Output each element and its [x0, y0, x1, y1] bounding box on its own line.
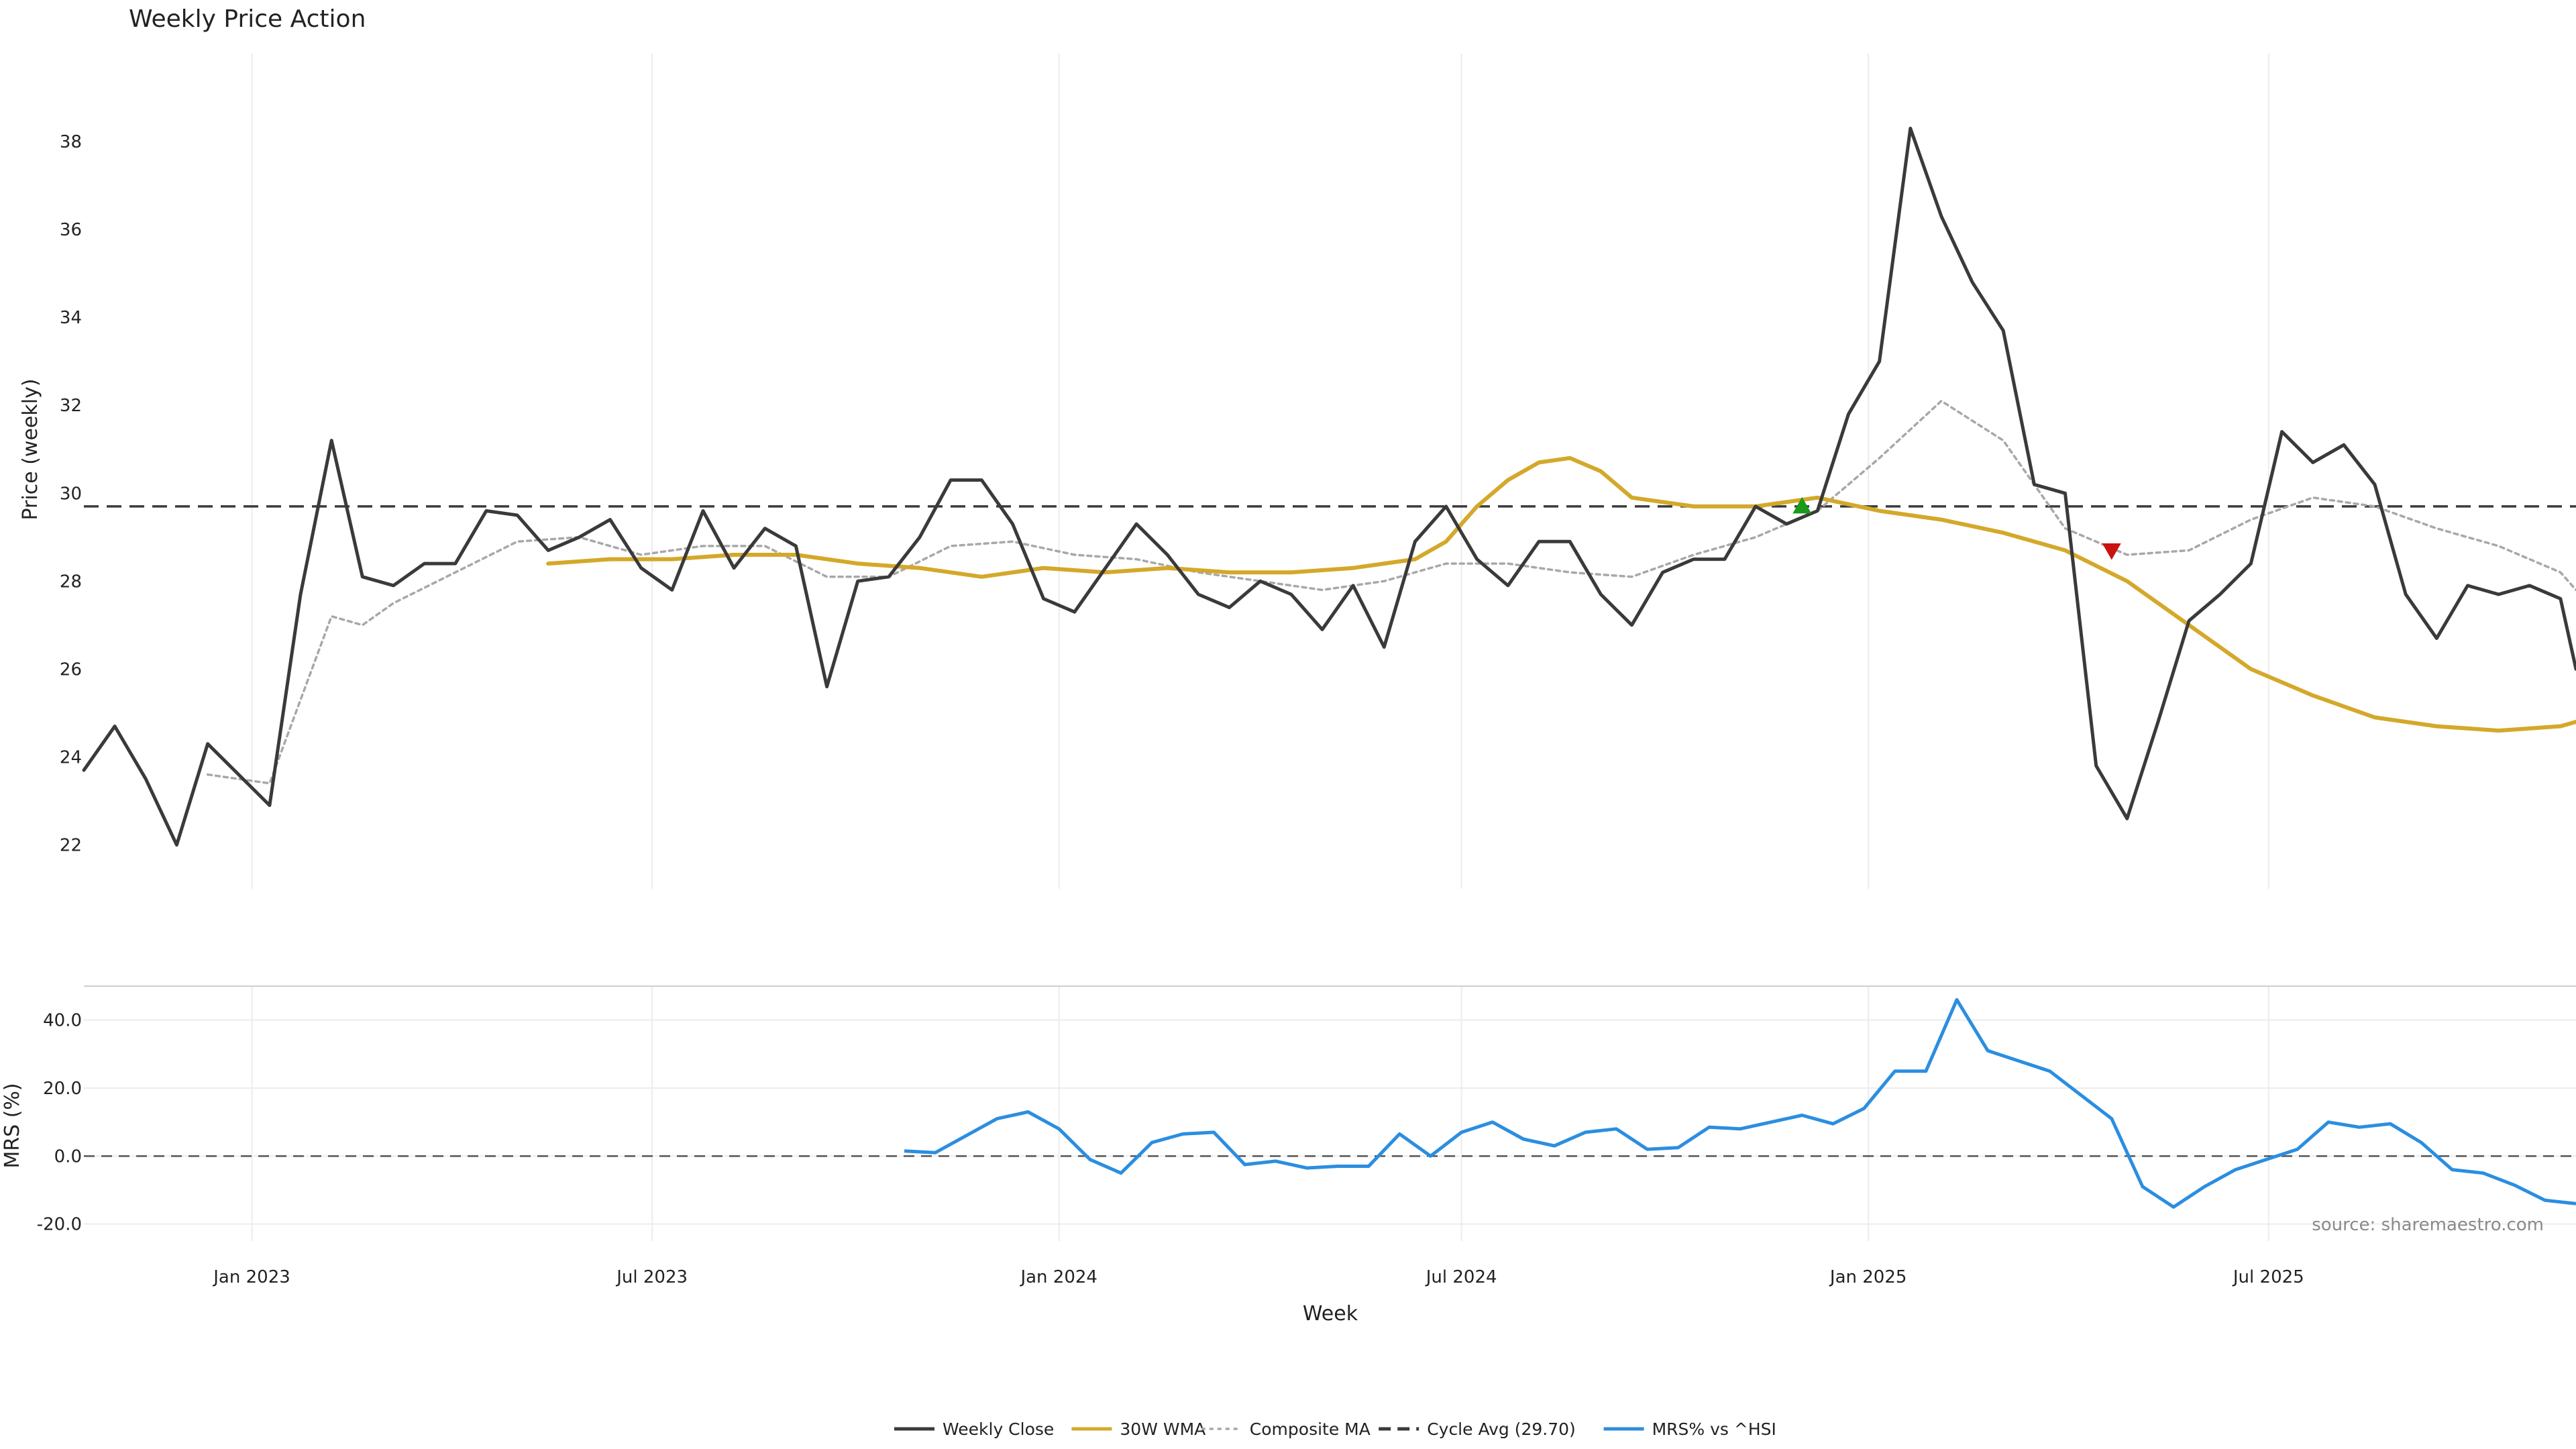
mrs-series	[904, 998, 2576, 1209]
price-series	[82, 126, 2576, 847]
mrs-panel-gridlines	[84, 985, 2576, 1241]
mrs-y-tick-label: 0.0	[54, 1146, 82, 1167]
source-note: source: sharemaestro.com	[2312, 1215, 2544, 1235]
x-axis-label: Week	[1303, 1302, 1358, 1326]
price-panel-gridlines	[251, 54, 2269, 889]
x-tick-label: Jan 2024	[1019, 1267, 1097, 1287]
signal-markers	[1792, 496, 2121, 560]
price-y-tick-label: 32	[60, 396, 82, 416]
mrs-y-tick-labels: -20.0 0.0 20.0 40.0	[37, 1011, 82, 1235]
price-y-tick-label: 22	[60, 835, 82, 855]
chart-title: Weekly Price Action	[129, 5, 366, 33]
price-y-tick-label: 34	[60, 308, 82, 328]
legend-item-30w-wma: 30W WMA	[1071, 1419, 1205, 1439]
legend-label: Cycle Avg (29.70)	[1427, 1419, 1576, 1439]
mrs-y-tick-label: 20.0	[43, 1079, 82, 1099]
series-line-30w-wma	[546, 455, 2576, 733]
signal-up-marker	[1792, 496, 1812, 514]
x-tick-label: Jan 2025	[1829, 1267, 1907, 1287]
legend-label: 30W WMA	[1120, 1419, 1205, 1439]
legend-item-composite-ma: Composite MA	[1201, 1419, 1371, 1439]
reference-lines	[84, 505, 2576, 1157]
price-y-tick-labels: 22 24 26 28 30 32 34 36 38	[60, 132, 82, 855]
legend-item-cycle-avg-29-70: Cycle Avg (29.70)	[1379, 1419, 1576, 1439]
legend-item-mrs-vs-hsi: MRS% vs ^HSI	[1603, 1419, 1776, 1439]
price-y-tick-label: 24	[60, 747, 82, 767]
price-y-axis-label: Price (weekly)	[19, 378, 42, 520]
legend-label: Composite MA	[1250, 1419, 1371, 1439]
x-tick-labels: Jan 2023 Jul 2023 Jan 2024 Jul 2024 Jan 2025…	[212, 1267, 2304, 1287]
series-line-weekly-close	[82, 126, 2576, 847]
price-y-tick-label: 38	[60, 132, 82, 152]
mrs-y-tick-label: 40.0	[43, 1011, 82, 1031]
series-line-mrs-vs-hsi	[904, 998, 2576, 1209]
legend-label: MRS% vs ^HSI	[1652, 1419, 1776, 1439]
x-tick-label: Jan 2023	[212, 1267, 290, 1287]
legend-item-weekly-close: Weekly Close	[894, 1419, 1054, 1439]
price-y-tick-label: 26	[60, 659, 82, 680]
mrs-y-axis-label: MRS (%)	[1, 1083, 24, 1168]
x-tick-label: Jul 2025	[2232, 1267, 2304, 1287]
price-y-tick-label: 28	[60, 572, 82, 592]
legend-label: Weekly Close	[943, 1419, 1054, 1439]
signal-down-marker	[2102, 543, 2121, 560]
series-line-composite-ma	[206, 399, 2576, 785]
x-tick-label: Jul 2024	[1425, 1267, 1497, 1287]
x-tick-label: Jul 2023	[615, 1267, 688, 1287]
legend: Weekly Close 30W WMA Composite MA Cycle Avg…	[894, 1419, 1776, 1439]
mrs-y-tick-label: -20.0	[37, 1215, 82, 1235]
price-y-tick-label: 36	[60, 220, 82, 240]
price-y-tick-label: 30	[60, 484, 82, 504]
